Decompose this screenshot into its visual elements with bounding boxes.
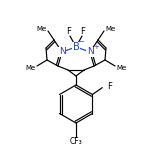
Text: N: N <box>87 47 93 57</box>
Text: Me: Me <box>105 26 115 32</box>
Text: Me: Me <box>116 65 126 71</box>
Text: Me: Me <box>26 65 36 71</box>
Text: N: N <box>59 47 65 57</box>
Text: F: F <box>67 28 71 36</box>
Text: −: − <box>78 39 84 45</box>
Text: Me: Me <box>37 26 47 32</box>
Text: F: F <box>107 82 112 91</box>
Text: +: + <box>93 44 99 50</box>
Text: F: F <box>81 28 85 36</box>
Text: CF₃: CF₃ <box>70 138 82 147</box>
Text: B: B <box>73 42 79 52</box>
